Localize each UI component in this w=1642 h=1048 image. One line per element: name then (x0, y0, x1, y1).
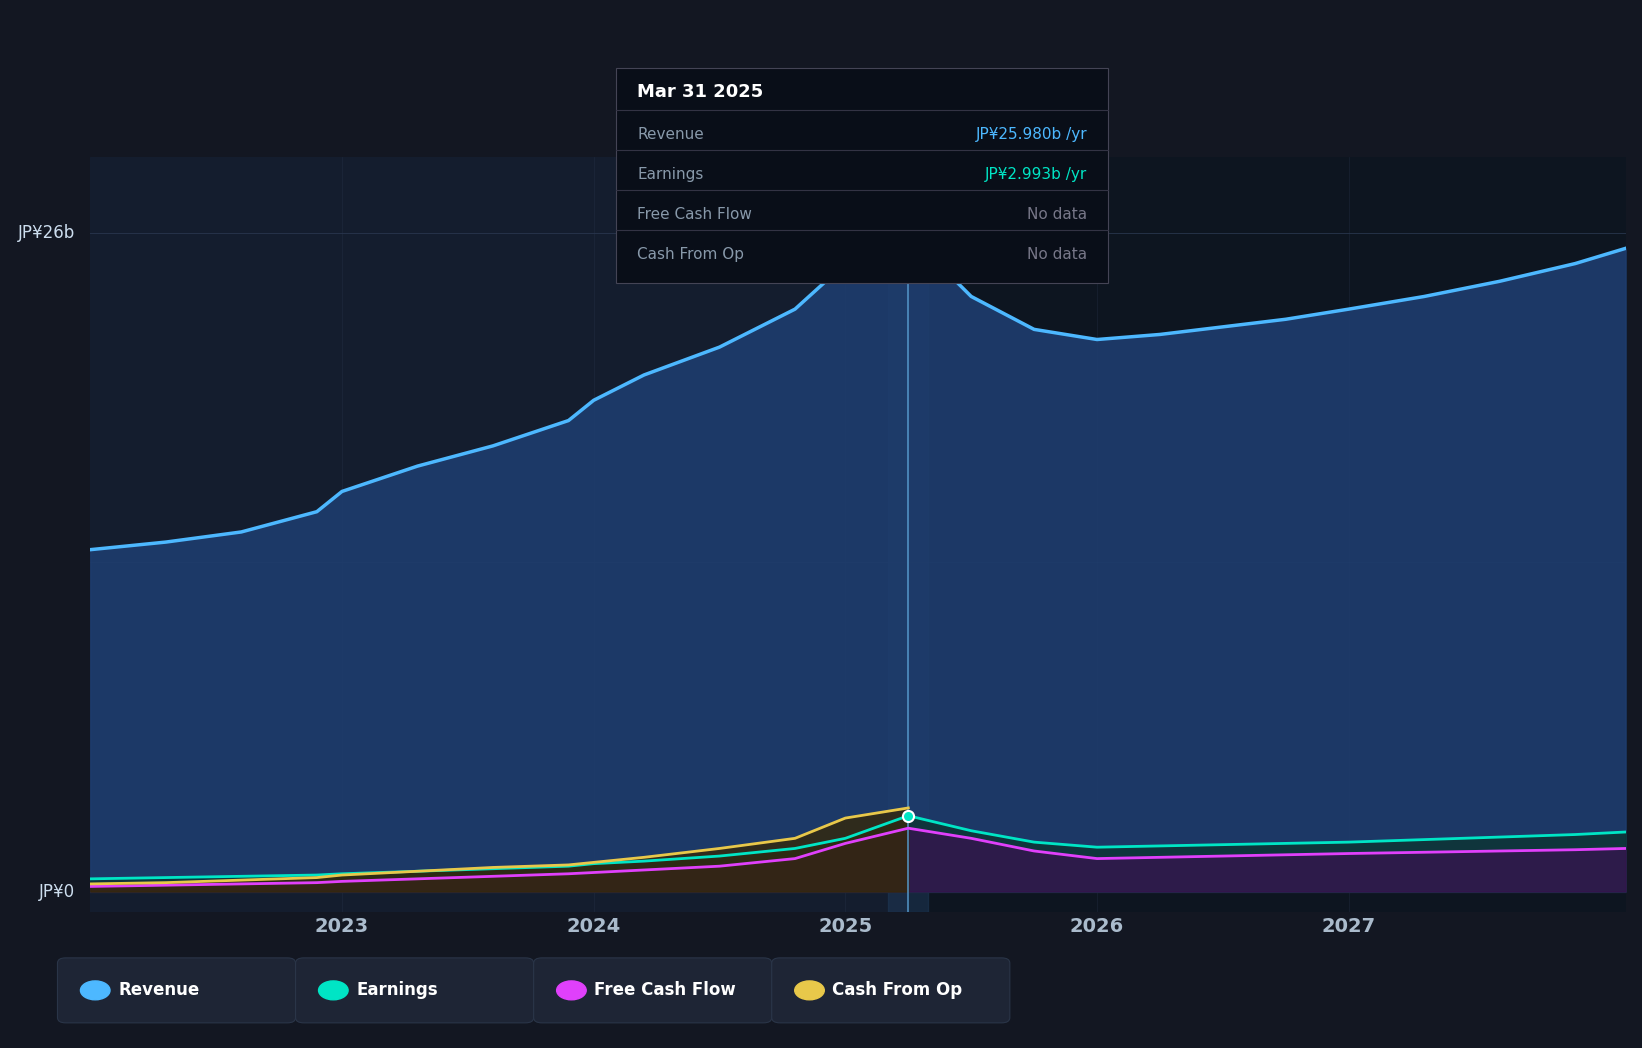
Text: Earnings: Earnings (637, 168, 703, 182)
Text: Revenue: Revenue (637, 128, 704, 143)
Text: Free Cash Flow: Free Cash Flow (637, 208, 752, 222)
Text: Cash From Op: Cash From Op (832, 981, 962, 1000)
Bar (90, 157, 908, 912)
Text: Free Cash Flow: Free Cash Flow (594, 981, 736, 1000)
Text: JP¥26b: JP¥26b (18, 224, 76, 242)
Bar (888, 157, 928, 912)
Text: JP¥25.980b /yr: JP¥25.980b /yr (975, 128, 1087, 143)
Text: Cash From Op: Cash From Op (637, 247, 744, 262)
Text: Analysts Forecasts: Analysts Forecasts (928, 181, 1084, 199)
Text: No data: No data (1026, 247, 1087, 262)
Text: Mar 31 2025: Mar 31 2025 (637, 84, 764, 102)
Text: No data: No data (1026, 208, 1087, 222)
Text: Revenue: Revenue (118, 981, 199, 1000)
Text: JP¥0: JP¥0 (39, 882, 76, 900)
Text: JP¥2.993b /yr: JP¥2.993b /yr (985, 168, 1087, 182)
Text: Past: Past (852, 181, 888, 199)
Bar (908, 157, 1626, 912)
Text: Earnings: Earnings (356, 981, 438, 1000)
